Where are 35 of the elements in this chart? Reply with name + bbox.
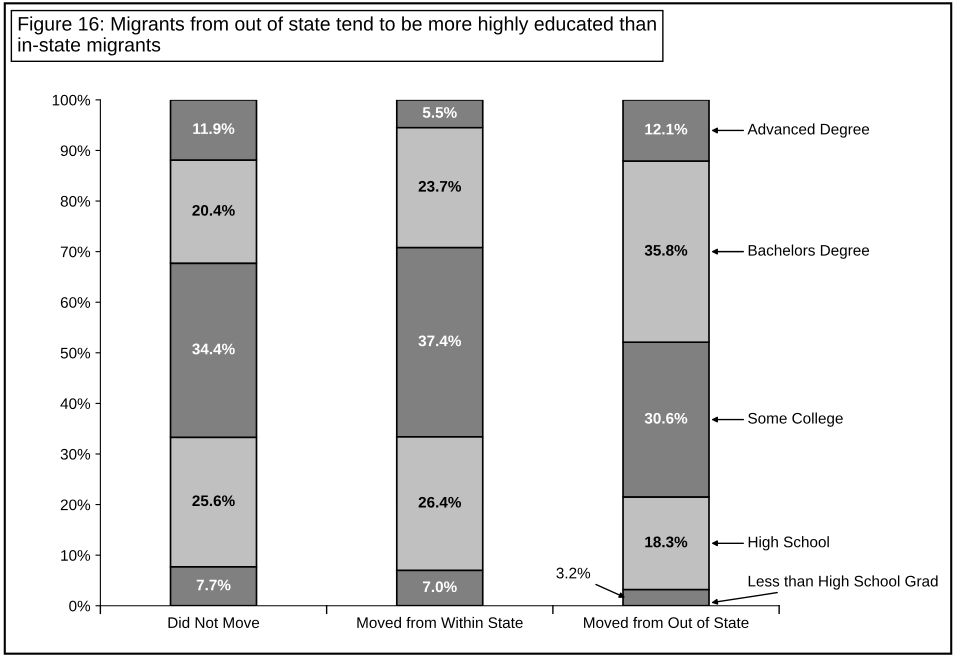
data-label: 35.8% bbox=[644, 244, 688, 256]
y-tick-label: 80% bbox=[60, 196, 90, 207]
data-label: 7.7% bbox=[196, 580, 231, 590]
data-label: 34.4% bbox=[192, 344, 235, 354]
legend-label: Some College bbox=[748, 412, 843, 427]
y-tick-label: 60% bbox=[60, 297, 90, 308]
y-tick-label: 90% bbox=[60, 145, 90, 156]
data-label: 20.4% bbox=[192, 204, 235, 216]
legend-label: Advanced Degree bbox=[747, 123, 870, 138]
text: Less than High School Grad bbox=[748, 575, 938, 590]
data-label: 11.9% bbox=[193, 123, 234, 134]
y-tick-label: 100% bbox=[52, 94, 90, 106]
y-tick-label: 40% bbox=[60, 398, 90, 410]
data-label: 25.6% bbox=[192, 495, 235, 506]
data-label: 37.4% bbox=[418, 335, 462, 346]
legend-label: Bachelors Degree bbox=[748, 244, 870, 259]
data-label: 5.5% bbox=[422, 107, 457, 118]
y-tick-label: 30% bbox=[60, 448, 90, 460]
x-tick-label: Moved from Out of State bbox=[584, 616, 749, 628]
data-label: 7.0% bbox=[423, 581, 457, 592]
data-label: 23.7% bbox=[418, 180, 462, 192]
data-label: 26.4% bbox=[418, 496, 462, 508]
chart-title: Figure 16: Migrants from out of state tend to be more highly educated than in-state migrants bbox=[18, 16, 656, 56]
data-label: 30.6% bbox=[644, 412, 688, 424]
x-tick-label: Did Not Move bbox=[168, 616, 260, 628]
y-tick-label: 0% bbox=[69, 600, 90, 612]
data-label: 12.1% bbox=[645, 124, 688, 135]
y-tick-label: 70% bbox=[60, 246, 90, 258]
y-tick-label: 10% bbox=[61, 550, 90, 561]
legend-label: High School bbox=[748, 536, 829, 550]
y-tick-label: 50% bbox=[60, 348, 90, 358]
x-tick-label: Moved from Within State bbox=[357, 616, 523, 628]
y-tick-label: 20% bbox=[60, 499, 90, 510]
data-label: 3.2% bbox=[556, 568, 590, 578]
data-label: 18.3% bbox=[645, 536, 688, 548]
